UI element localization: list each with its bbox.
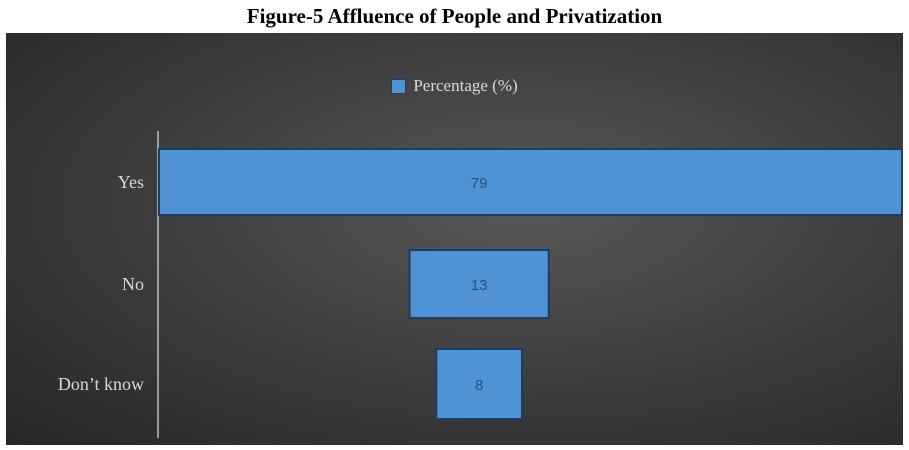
bar bbox=[158, 148, 903, 216]
legend-label: Percentage (%) bbox=[413, 76, 518, 95]
figure-title: Figure-5 Affluence of People and Privati… bbox=[246, 4, 663, 28]
data-label: 13 bbox=[471, 277, 488, 294]
chart-area: Yes 79 No 13 Don’t know 8 Percentage (%) bbox=[6, 33, 903, 445]
legend-swatch bbox=[391, 78, 407, 94]
bar-chart: Yes 79 No 13 Don’t know 8 bbox=[58, 131, 903, 438]
category-label: Don’t know bbox=[58, 374, 144, 394]
bar bbox=[408, 249, 550, 319]
data-label: 8 bbox=[475, 377, 483, 394]
category-label: Yes bbox=[118, 172, 144, 192]
legend: Percentage (%) bbox=[6, 76, 903, 96]
category-label: No bbox=[122, 274, 144, 294]
data-label: 79 bbox=[471, 175, 488, 192]
bar bbox=[435, 348, 523, 420]
